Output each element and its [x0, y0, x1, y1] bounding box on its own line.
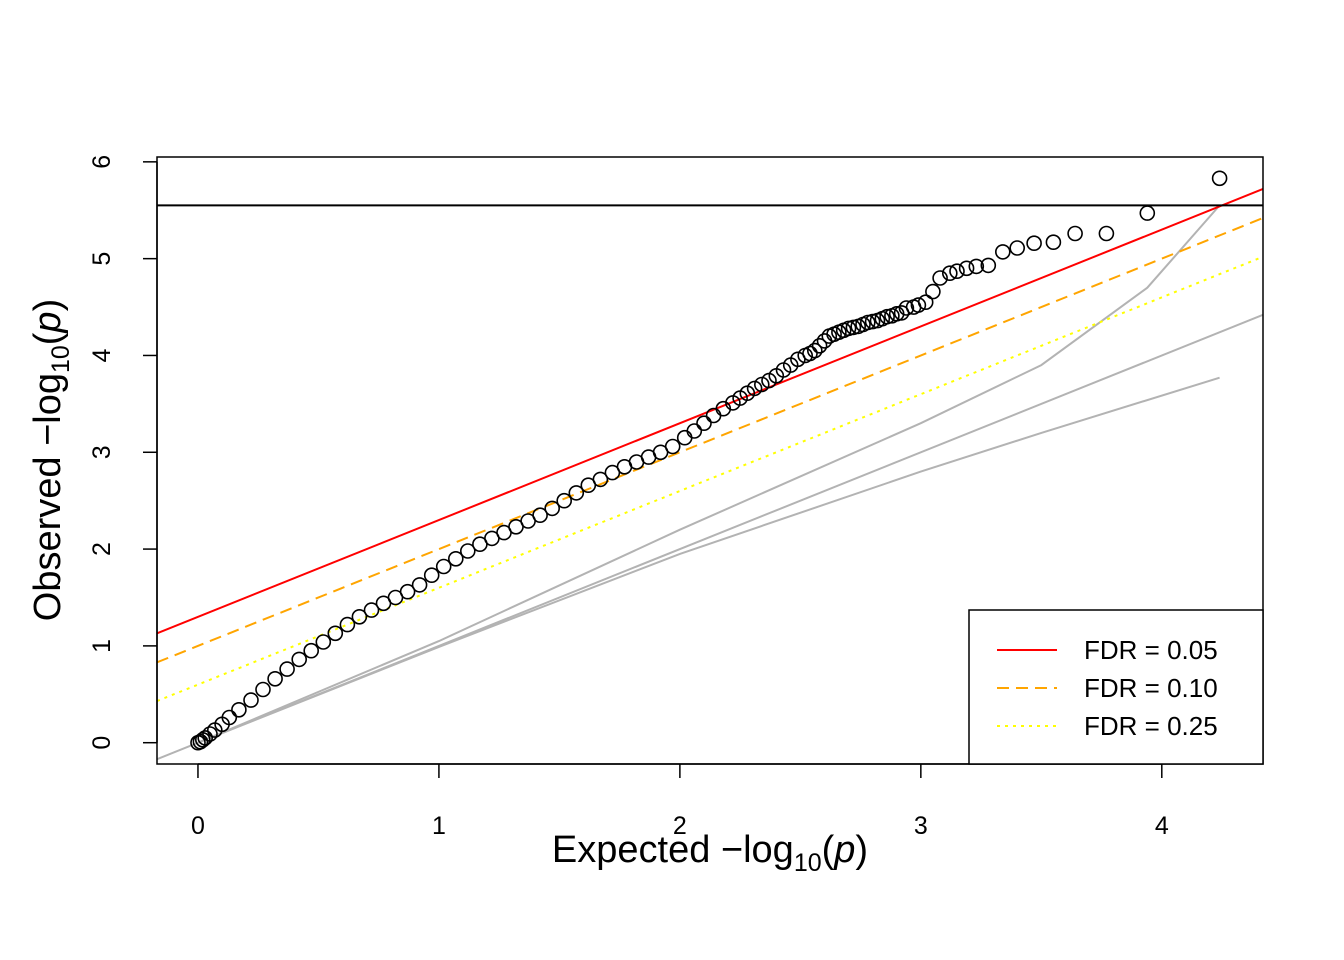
y-tick-label: 3 — [88, 445, 116, 459]
legend: FDR = 0.05 FDR = 0.10 FDR = 0.25 — [968, 609, 1264, 765]
legend-label-2: FDR = 0.25 — [1084, 711, 1218, 741]
qq-point — [447, 550, 464, 567]
qq-point — [435, 558, 452, 575]
x-tick-label: 0 — [191, 812, 205, 840]
qq-point — [753, 376, 770, 393]
qq-point — [705, 407, 722, 424]
qq-point — [544, 500, 561, 517]
qq-point — [339, 616, 356, 633]
qq-point — [994, 244, 1011, 260]
x-axis-title-prefix: Expected −log — [552, 829, 794, 871]
qq-point — [1139, 205, 1156, 221]
x-axis-title: Expected −log10(p) — [552, 829, 868, 877]
x-tick-label: 3 — [914, 812, 928, 840]
x-axis-title-open: ( — [822, 829, 835, 871]
plot-area — [157, 170, 1263, 761]
qq-point — [556, 492, 573, 509]
y-tick-label: 4 — [88, 348, 116, 362]
qq-point — [925, 283, 941, 300]
legend-label-0: FDR = 0.05 — [1084, 635, 1218, 665]
qq-points — [190, 170, 1228, 751]
qq-point — [315, 634, 332, 650]
y-axis-title-open: ( — [27, 332, 69, 345]
y-tick-label: 2 — [88, 542, 116, 556]
qq-point — [303, 642, 320, 659]
qq-point — [267, 670, 283, 687]
qq-point — [761, 372, 777, 389]
qq-point — [811, 337, 828, 354]
qq-point — [816, 333, 833, 349]
fdr-lines — [157, 188, 1263, 703]
qq-point — [968, 258, 985, 275]
x-tick-label: 4 — [1155, 812, 1169, 840]
reference-curve-lower-bound — [197, 376, 1220, 744]
qq-point — [821, 328, 838, 344]
qq-point — [375, 595, 392, 612]
qq-point — [676, 429, 693, 446]
y-tick-label: 0 — [88, 736, 116, 750]
fdr-line-0 — [157, 188, 1263, 635]
reference-curves — [157, 204, 1263, 761]
qq-point — [231, 701, 247, 718]
qq-point — [797, 347, 814, 364]
qq-point — [1067, 225, 1083, 242]
qq-point — [363, 602, 380, 618]
qq-point — [327, 625, 344, 642]
y-axis-title-close: ) — [27, 299, 69, 312]
y-axis: 0 1 2 3 4 5 6 — [88, 155, 158, 750]
qq-point — [351, 608, 368, 625]
qq-point — [580, 477, 597, 494]
qq-point — [941, 265, 958, 282]
qq-point — [949, 263, 965, 280]
qq-point — [604, 464, 621, 481]
legend-label-1: FDR = 0.10 — [1084, 673, 1218, 703]
y-tick-label: 6 — [88, 155, 116, 169]
qq-point — [696, 415, 712, 432]
qq-point — [190, 734, 206, 751]
x-tick-label: 2 — [673, 812, 687, 840]
qq-point — [568, 485, 585, 501]
y-axis-title-var: p — [27, 311, 69, 333]
qq-point — [411, 577, 428, 593]
y-axis-title-subscript: 10 — [47, 345, 75, 373]
qq-point — [472, 536, 488, 553]
x-axis-title-close: ) — [855, 829, 868, 871]
qq-point — [1098, 225, 1115, 242]
qq-point — [686, 423, 703, 439]
y-axis-title: Observed −log10(p) — [27, 299, 75, 621]
qq-point — [243, 692, 259, 708]
qq-point — [980, 257, 997, 274]
qq-point — [932, 270, 948, 286]
legend-items: FDR = 0.05 FDR = 0.10 FDR = 0.25 — [997, 635, 1218, 741]
qq-point — [1045, 234, 1062, 250]
x-axis-title-subscript: 10 — [794, 849, 822, 877]
fdr-line-2 — [157, 255, 1263, 703]
x-tick-label: 1 — [432, 812, 446, 840]
qq-point — [1009, 240, 1026, 256]
qq-point — [291, 651, 308, 668]
qq-point — [1026, 235, 1042, 251]
qq-point — [958, 260, 975, 277]
y-tick-label: 5 — [88, 252, 116, 266]
y-tick-label: 1 — [88, 639, 116, 653]
fdr-line-1 — [157, 217, 1263, 664]
qq-point — [423, 567, 440, 584]
qq-point — [255, 681, 271, 698]
qq-point — [279, 661, 295, 677]
qq-point — [207, 722, 223, 738]
qq-point — [893, 305, 910, 321]
x-axis-title-var: p — [833, 829, 855, 871]
y-axis-title-prefix: Observed −log — [27, 373, 69, 621]
qq-point — [1211, 170, 1228, 187]
reference-curve-upper-bound — [197, 204, 1221, 744]
qq-point — [459, 543, 476, 559]
